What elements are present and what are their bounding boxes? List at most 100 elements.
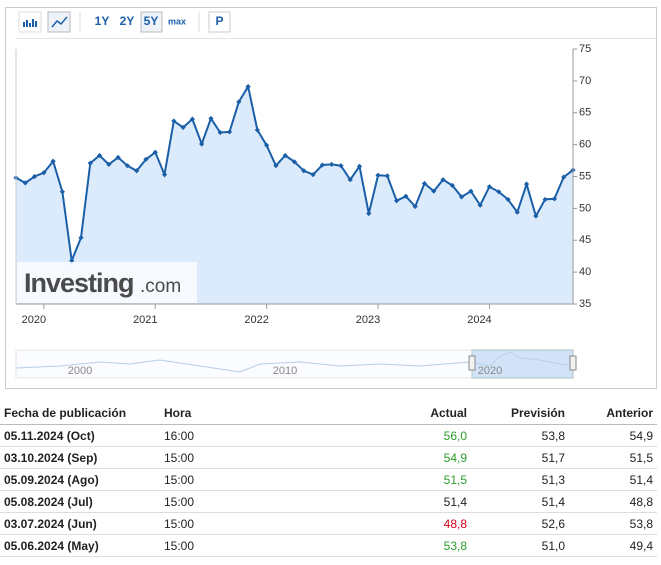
column-header: Previsión [471, 402, 569, 425]
column-header: Hora [160, 402, 368, 425]
y-tick-label: 40 [579, 266, 591, 278]
point [394, 198, 400, 204]
navigator-handle[interactable] [468, 355, 476, 371]
point [264, 142, 270, 148]
point [440, 177, 446, 183]
y-tick-label: 45 [579, 234, 591, 246]
point [69, 258, 75, 264]
point [59, 189, 66, 195]
watermark-brand: Investing [24, 268, 134, 298]
actual-cell: 51,5 [368, 468, 471, 491]
x-tick-label: 2020 [22, 314, 46, 326]
data-table: Fecha de publicación Hora Actual Previsión A… [0, 402, 657, 557]
point [78, 235, 84, 241]
navigator-label: 2010 [273, 365, 297, 377]
point [161, 171, 168, 178]
point [236, 99, 242, 105]
date-cell: 05.06.2024 (May) [0, 534, 160, 557]
x-tick-label: 2022 [244, 314, 268, 326]
y-tick-label: 75 [579, 43, 591, 55]
forecast-cell: 53,8 [471, 424, 569, 447]
table-row: 03.07.2024 (Jun) 15:00 48,8 52,6 53,8 [0, 512, 657, 535]
point [301, 168, 307, 174]
point [22, 180, 28, 186]
date-cell: 05.08.2024 (Jul) [0, 490, 160, 513]
previous-cell: 49,4 [569, 534, 657, 557]
forecast-cell: 51,3 [471, 468, 569, 491]
point [310, 171, 316, 178]
watermark-suffix: .com [140, 276, 181, 297]
point [449, 182, 455, 189]
range-button[interactable]: 5Y [144, 14, 159, 28]
point [468, 188, 474, 194]
navigator-window[interactable] [471, 349, 574, 379]
table-row: 05.08.2024 (Jul) 15:00 51,4 51,4 48,8 [0, 490, 657, 513]
time-cell: 15:00 [160, 512, 368, 535]
y-tick-label: 60 [579, 139, 591, 151]
range-button[interactable]: max [168, 16, 186, 26]
forecast-cell: 52,6 [471, 512, 569, 535]
time-cell: 15:00 [160, 534, 368, 557]
point [514, 209, 520, 215]
table-row: 05.06.2024 (May) 15:00 53,8 51,0 49,4 [0, 534, 657, 557]
point [96, 152, 103, 159]
y-tick-label: 70 [579, 75, 591, 87]
chart: P 1Y 2Y 5Y max 35 40 45 50 55 60 65 70 75 2020 2021 20… [5, 7, 657, 389]
point [459, 194, 465, 200]
toggle-box [208, 11, 231, 33]
table-body: 05.11.2024 (Oct) 16:00 56,0 53,8 54,9 03.10.2… [0, 424, 657, 557]
bar-icon[interactable] [18, 11, 42, 33]
y-tick-label: 35 [579, 298, 591, 310]
point [134, 168, 140, 174]
point [171, 118, 177, 124]
bar-glyph [23, 19, 37, 27]
point [273, 163, 279, 169]
time-cell: 15:00 [160, 446, 368, 469]
point [477, 202, 483, 208]
point [412, 203, 418, 210]
plot: 35 40 45 50 55 60 65 70 75 2020 2021 2022 2023 2024 [13, 43, 591, 326]
point [421, 180, 428, 187]
previous-cell: 48,8 [569, 490, 657, 513]
point [366, 210, 372, 217]
time-cell: 15:00 [160, 490, 368, 513]
point [291, 159, 298, 165]
date-cell: 05.11.2024 (Oct) [0, 424, 160, 447]
point [106, 161, 112, 167]
point [226, 129, 233, 135]
point [189, 116, 195, 122]
navigator-handle[interactable] [569, 355, 577, 371]
point [319, 162, 325, 168]
point [254, 127, 260, 133]
line-glyph [51, 16, 68, 28]
x-tick-label: 2021 [133, 314, 157, 326]
y-tick-label: 55 [579, 170, 591, 182]
point [245, 84, 251, 90]
point [217, 129, 223, 136]
point [347, 177, 353, 183]
point [143, 156, 149, 162]
point [551, 196, 558, 202]
range-button[interactable]: 1Y [95, 14, 110, 28]
navigator-label: 2000 [68, 365, 92, 377]
toolbar: P 1Y 2Y 5Y max [18, 11, 231, 33]
previous-cell: 51,5 [569, 446, 657, 469]
previous-cell: 54,9 [569, 424, 657, 447]
range-button[interactable]: 2Y [120, 14, 135, 28]
time-cell: 16:00 [160, 424, 368, 447]
point [384, 173, 390, 179]
point [542, 196, 548, 203]
watermark: Investing .com [17, 262, 197, 303]
navigator: 2000 2010 2020 [15, 349, 577, 379]
actual-cell: 56,0 [368, 424, 471, 447]
point [533, 213, 539, 219]
forecast-cell: 51,0 [471, 534, 569, 557]
area [16, 86, 573, 304]
x-tick-label: 2023 [356, 314, 380, 326]
point [431, 188, 437, 194]
point [561, 174, 567, 180]
actual-cell: 48,8 [368, 512, 471, 535]
column-header: Actual [368, 402, 471, 425]
point [50, 158, 56, 164]
toggle-button[interactable]: P [215, 14, 223, 28]
